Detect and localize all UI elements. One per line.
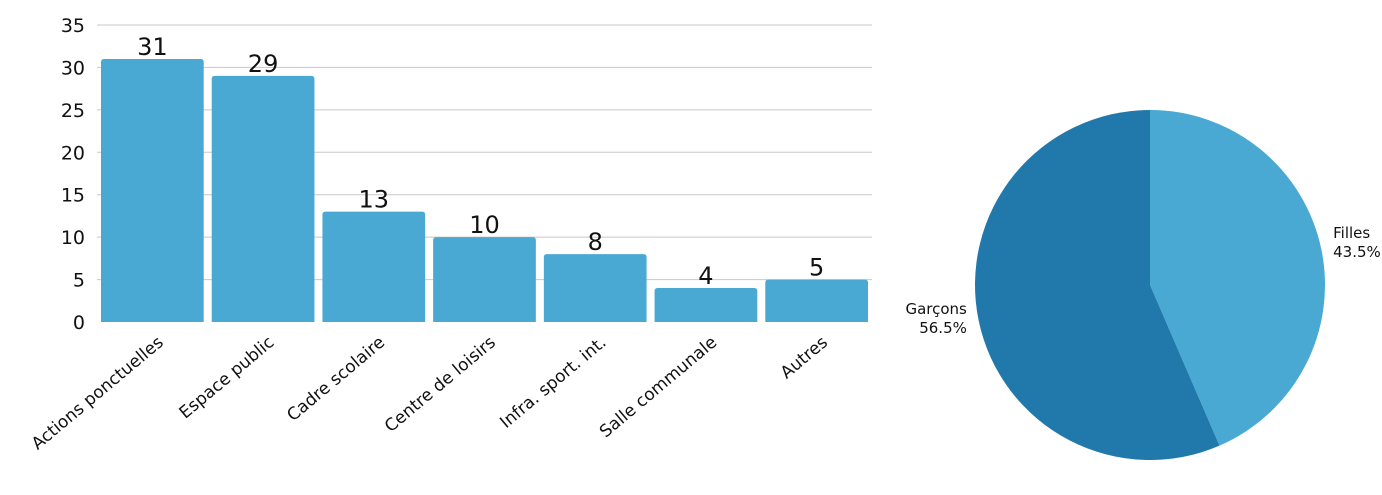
x-tick-label: Salle communale bbox=[596, 333, 721, 443]
bar bbox=[543, 254, 647, 322]
bar bbox=[765, 279, 868, 322]
y-tick-label: 10 bbox=[61, 227, 85, 249]
y-tick-label: 0 bbox=[73, 312, 85, 334]
data-label: 5 bbox=[809, 254, 824, 282]
bar bbox=[322, 211, 426, 322]
x-tick-label: Centre de loisirs bbox=[381, 332, 500, 436]
bar bbox=[654, 288, 758, 322]
y-tick-label: 5 bbox=[73, 270, 85, 292]
x-tick-label: Autres bbox=[777, 332, 832, 383]
data-label: 29 bbox=[248, 50, 279, 78]
y-tick-label: 35 bbox=[61, 15, 85, 37]
y-tick-label: 15 bbox=[61, 185, 85, 207]
pie-slice-percent: 43.5% bbox=[1333, 243, 1381, 261]
x-tick-label: Infra. sport. int. bbox=[496, 333, 610, 433]
bar bbox=[211, 75, 315, 323]
data-label: 10 bbox=[469, 211, 500, 239]
pie-slice-label: Filles bbox=[1333, 224, 1370, 242]
pie-slice bbox=[974, 110, 1220, 461]
bar-chart: 0 5 10 15 20 25 30 35 31 Actions ponctuelles 29 Esp… bbox=[28, 15, 872, 454]
data-label: 31 bbox=[137, 33, 168, 61]
data-label: 4 bbox=[698, 262, 713, 290]
bar bbox=[433, 237, 536, 322]
x-tick-label: Actions ponctuelles bbox=[28, 332, 168, 454]
pie-slice-percent: 56.5% bbox=[919, 319, 967, 337]
data-label: 8 bbox=[588, 228, 603, 256]
pie-slice-label: Garçons bbox=[905, 300, 967, 318]
pie-slice bbox=[1150, 110, 1325, 446]
bar bbox=[101, 58, 204, 322]
y-tick-label: 30 bbox=[61, 57, 85, 79]
y-tick-label: 20 bbox=[61, 142, 85, 164]
x-tick-label: Cadre scolaire bbox=[283, 333, 389, 426]
data-label: 13 bbox=[359, 186, 390, 214]
x-tick-label: Espace public bbox=[176, 333, 279, 424]
y-tick-label: 25 bbox=[61, 100, 85, 122]
